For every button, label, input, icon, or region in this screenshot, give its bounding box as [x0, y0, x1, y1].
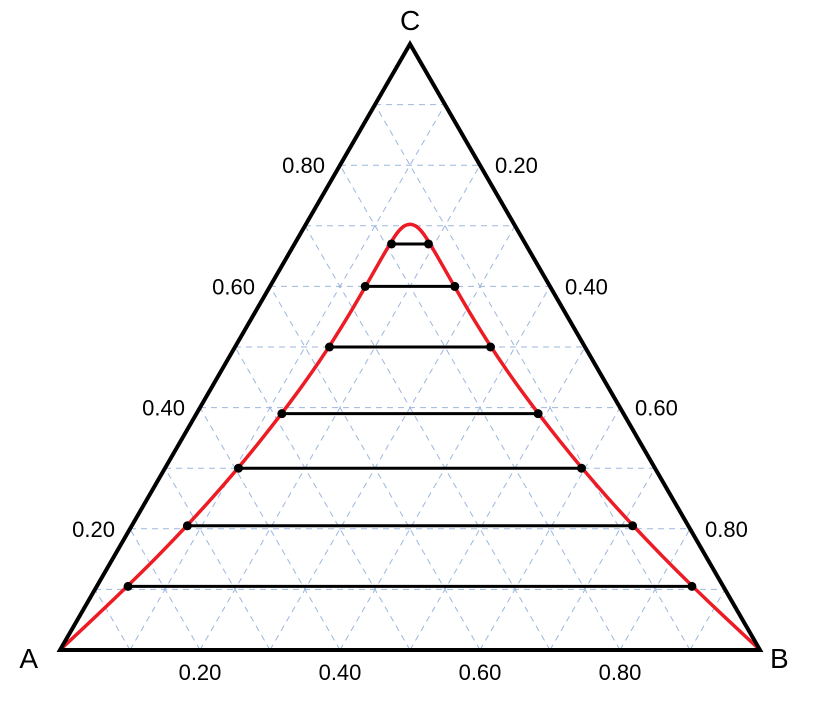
grid-line — [375, 105, 690, 650]
left-tick-label: 0.80 — [282, 153, 325, 178]
grid-line — [550, 468, 655, 650]
left-tick-label: 0.60 — [212, 274, 255, 299]
ternary-phase-diagram: 0.20 0.20 0.80 0.40 0.40 0.60 0.60 0.60 0.40 0.80… — [0, 0, 819, 709]
right-tick-label: 0.80 — [705, 517, 748, 542]
right-tick-label: 0.60 — [635, 396, 678, 421]
bottom-tick-label: 0.80 — [599, 660, 642, 685]
right-tick-label: 0.40 — [565, 274, 608, 299]
tie-line-endpoint — [234, 464, 243, 473]
left-tick-label: 0.20 — [72, 517, 115, 542]
bottom-tick-label: 0.40 — [319, 660, 362, 685]
tie-line-endpoint — [534, 409, 543, 418]
tie-line-endpoint — [277, 409, 286, 418]
bottom-tick-label: 0.20 — [179, 660, 222, 685]
grid-line — [165, 468, 270, 650]
tie-line-endpoint — [361, 282, 370, 291]
tie-line-endpoint — [387, 239, 396, 248]
vertex-label-a: A — [19, 643, 38, 674]
tie-line-endpoint — [183, 521, 192, 530]
tie-line-endpoint — [486, 343, 495, 352]
grid-line — [235, 347, 410, 650]
tie-line-endpoint — [687, 582, 696, 591]
tie-line-endpoint — [424, 239, 433, 248]
tie-line-endpoint — [450, 282, 459, 291]
vertex-label-c: C — [400, 5, 420, 36]
left-tick-label: 0.40 — [142, 396, 185, 421]
bottom-tick-label: 0.60 — [459, 660, 502, 685]
tie-line-endpoint — [325, 343, 334, 352]
grid — [95, 105, 725, 650]
tie-line-endpoint — [124, 582, 133, 591]
vertex-label-b: B — [770, 643, 789, 674]
tick-labels: 0.20 0.20 0.80 0.40 0.40 0.60 0.60 0.60 0.40 0.80… — [72, 153, 748, 685]
grid-line — [130, 105, 445, 650]
grid-line — [410, 347, 585, 650]
right-tick-label: 0.20 — [495, 153, 538, 178]
tie-lines — [124, 239, 697, 590]
tie-line-endpoint — [628, 521, 637, 530]
tie-line-endpoint — [577, 464, 586, 473]
